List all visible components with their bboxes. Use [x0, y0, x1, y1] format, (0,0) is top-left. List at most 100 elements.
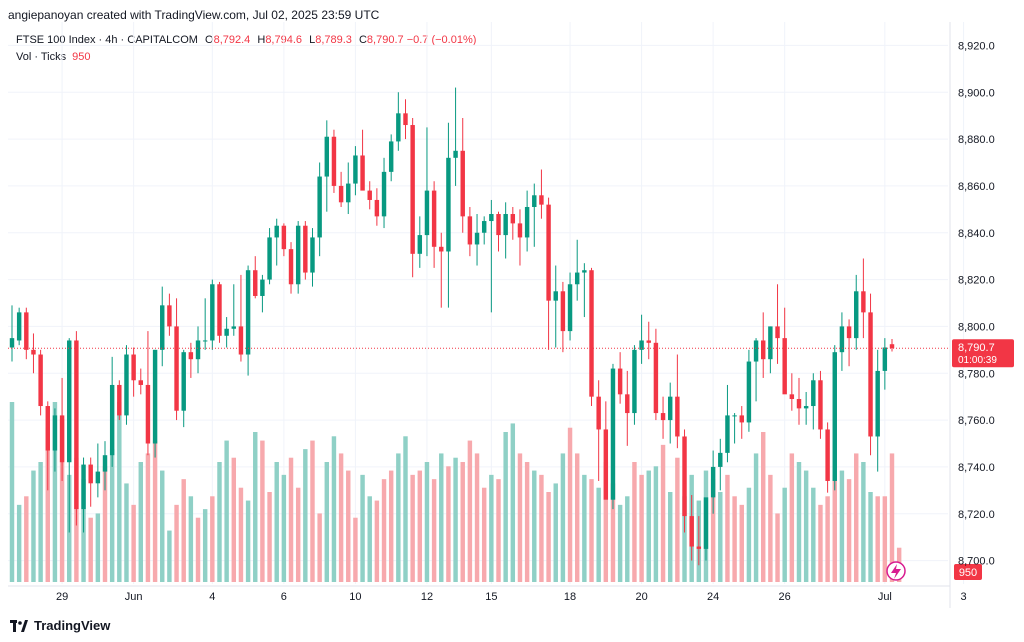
volume-value: 950: [72, 51, 91, 63]
symbol-label[interactable]: FTSE 100 Index · 4h · CAPITALCOM: [16, 34, 198, 46]
candle-body: [274, 225, 279, 238]
x-tick-label: 3: [960, 591, 966, 603]
volume-bar: [746, 487, 752, 582]
open-label: O: [205, 34, 214, 46]
candle: [718, 438, 723, 491]
candle-body: [854, 291, 859, 339]
candle-body: [789, 394, 795, 400]
volume-bar: [24, 496, 29, 582]
x-tick-label: 4: [209, 591, 215, 603]
volume-bar: [718, 492, 723, 582]
candle: [761, 312, 766, 378]
candle-body: [667, 396, 673, 421]
volume-bar: [560, 453, 566, 582]
candle-body: [288, 249, 294, 285]
candle: [481, 216, 487, 245]
candle: [710, 450, 716, 514]
candle: [374, 188, 380, 226]
volume-bar: [517, 453, 523, 582]
y-tick-label: 8,920.0: [958, 40, 995, 52]
candle: [109, 356, 115, 467]
candle-body: [675, 396, 680, 437]
candle-body: [331, 136, 337, 186]
candle-body: [303, 225, 308, 273]
candle: [403, 99, 408, 140]
volume-bar: [238, 487, 244, 582]
candle-body: [460, 150, 465, 217]
candle-body: [889, 344, 895, 349]
candle: [460, 118, 465, 233]
volume-label[interactable]: Vol · Ticks: [16, 51, 67, 63]
volume-bar: [574, 453, 580, 582]
chart-credit: angiepanoyan created with TradingView.co…: [8, 8, 380, 22]
volume-bar: [682, 496, 687, 582]
last-price-value: 8,790.7: [958, 342, 995, 354]
candle-body: [481, 221, 487, 233]
low-label: L: [309, 34, 316, 46]
candle-body: [109, 384, 115, 456]
volume-bar: [653, 466, 659, 582]
y-tick-label: 8,720.0: [958, 509, 995, 521]
candle-body: [217, 284, 222, 336]
candle-body: [353, 155, 358, 184]
candle: [81, 457, 86, 533]
candle-body: [539, 195, 544, 205]
price-axis[interactable]: 8,700.0 8,720.0 8,740.0 8,760.0 8,780.0 8,800…: [949, 22, 995, 608]
candle: [839, 312, 845, 371]
x-tick-label: 18: [564, 591, 576, 603]
ohlc-row: FTSE 100 Index · 4h · CAPITALCOM O8,792.…: [16, 32, 476, 49]
candle-body: [689, 516, 694, 547]
brand-name: TradingView: [34, 618, 111, 633]
lightning-icon: [886, 561, 906, 581]
candle-body: [546, 204, 551, 301]
volume-bar: [360, 474, 365, 582]
candle: [16, 307, 22, 346]
tradingview-brand[interactable]: TradingView: [10, 618, 110, 633]
candle-body: [703, 497, 709, 549]
volume-bar: [589, 479, 594, 582]
candle: [167, 293, 172, 336]
x-tick-label: 24: [707, 591, 719, 603]
candle-body: [95, 471, 101, 484]
time-axis[interactable]: 29 Jun 4 6 10 12 15 18 20 24 26 Jul 3: [8, 585, 967, 603]
candle-body: [124, 354, 129, 416]
candle: [52, 408, 58, 472]
candle-body: [818, 380, 823, 430]
candle: [474, 214, 480, 266]
candle: [825, 422, 830, 493]
candle-body: [81, 464, 86, 510]
candle-body: [746, 361, 752, 423]
volume-bar: [496, 479, 501, 582]
volume-bar: [710, 479, 716, 582]
candle: [195, 326, 201, 374]
candle-body: [253, 270, 258, 296]
candle: [253, 256, 258, 299]
volume-bar: [403, 436, 408, 582]
candle: [288, 242, 294, 294]
volume-bar: [861, 462, 866, 582]
candle: [181, 349, 186, 428]
volume-bar: [646, 470, 651, 582]
candle: [360, 129, 365, 191]
volume-tag-value: 950: [959, 567, 977, 579]
x-tick-label: 26: [779, 591, 791, 603]
candle: [124, 345, 129, 425]
candle: [796, 377, 802, 425]
candle-body: [803, 406, 809, 409]
candle: [596, 380, 601, 481]
candle: [152, 349, 158, 458]
volume-bar: [38, 462, 43, 582]
candle: [417, 216, 423, 268]
volume-row: Vol · Ticks 950: [16, 49, 476, 66]
candle-body: [610, 368, 616, 500]
candle: [138, 368, 143, 395]
candle: [768, 326, 773, 374]
candle-body: [646, 340, 651, 343]
volume-bar: [138, 462, 143, 582]
candle-body: [589, 270, 594, 397]
volume-bar: [167, 530, 172, 582]
candle: [517, 209, 523, 266]
candle: [496, 211, 501, 252]
candle-body: [582, 270, 587, 273]
